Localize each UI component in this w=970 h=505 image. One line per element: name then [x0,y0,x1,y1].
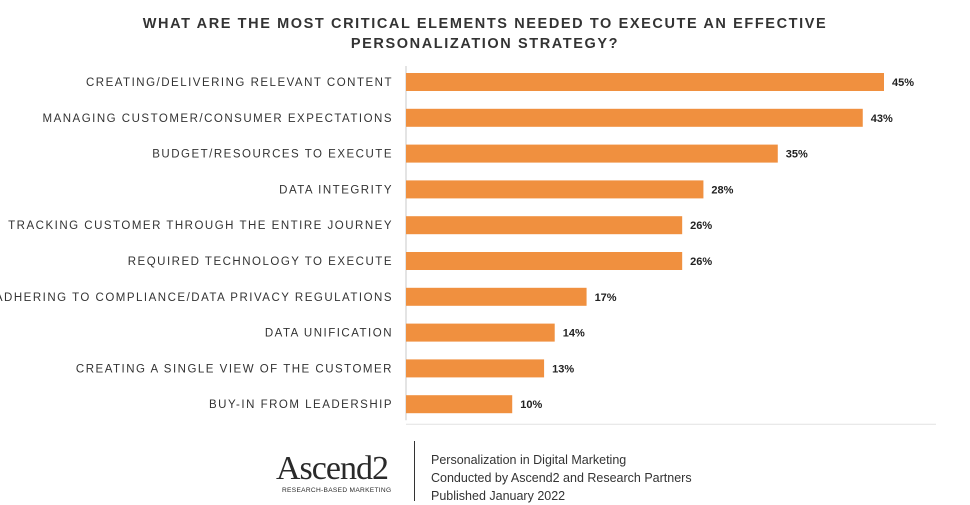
logo-wordmark: Ascend2 [276,450,389,487]
value-label: 28% [711,184,733,196]
bar [406,323,555,342]
bar [406,216,683,235]
bar [406,252,683,270]
value-label: 43% [871,113,893,125]
bar [406,395,513,414]
category-label: CREATING/DELIVERING RELEVANT CONTENT [86,77,393,89]
value-label: 26% [690,256,712,268]
category-label: BUDGET/RESOURCES TO EXECUTE [152,149,393,161]
category-label: ADHERING TO COMPLIANCE/DATA PRIVACY REGU… [0,292,393,304]
footer-published-date: Published January 2022 [431,489,566,503]
bar [406,144,778,163]
chart-title: WHAT ARE THE MOST CRITICAL ELEMENTS NEED… [0,14,970,54]
bar [406,73,884,91]
value-label: 10% [520,399,542,411]
value-label: 26% [690,220,712,232]
category-label: CREATING A SINGLE VIEW OF THE CUSTOMER [76,363,393,375]
bar [406,108,863,127]
category-label: MANAGING CUSTOMER/CONSUMER EXPECTATIONS [43,113,394,125]
value-label: 13% [552,363,574,375]
category-label: BUY-IN FROM LEADERSHIP [209,399,393,411]
category-label: TRACKING CUSTOMER THROUGH THE ENTIRE JOU… [8,220,393,232]
footer-conducted-by: Conducted by Ascend2 and Research Partne… [431,471,692,485]
value-label: 35% [786,149,808,161]
logo-tagline: RESEARCH-BASED MARKETING [282,487,392,494]
bar [406,287,587,306]
bar-chart: CREATING/DELIVERING RELEVANT CONTENT 45% M… [0,66,936,425]
category-label: DATA UNIFICATION [265,328,393,340]
footer-source-info: Personalization in Digital Marketing Con… [431,451,692,505]
value-label: 17% [595,292,617,304]
footer-divider [414,441,415,501]
footer-survey-name: Personalization in Digital Marketing [431,453,627,467]
bar [406,359,545,378]
category-label: REQUIRED TECHNOLOGY TO EXECUTE [128,256,393,268]
chart-title-line-1: WHAT ARE THE MOST CRITICAL ELEMENTS NEED… [142,16,828,32]
value-label: 14% [563,328,585,340]
chart-title-line-2: PERSONALIZATION STRATEGY? [350,36,620,52]
ascend2-logo: Ascend2 RESEARCH-BASED MARKETING [276,452,404,500]
value-label: 45% [892,77,914,89]
bar [406,180,704,199]
category-label: DATA INTEGRITY [279,184,393,196]
